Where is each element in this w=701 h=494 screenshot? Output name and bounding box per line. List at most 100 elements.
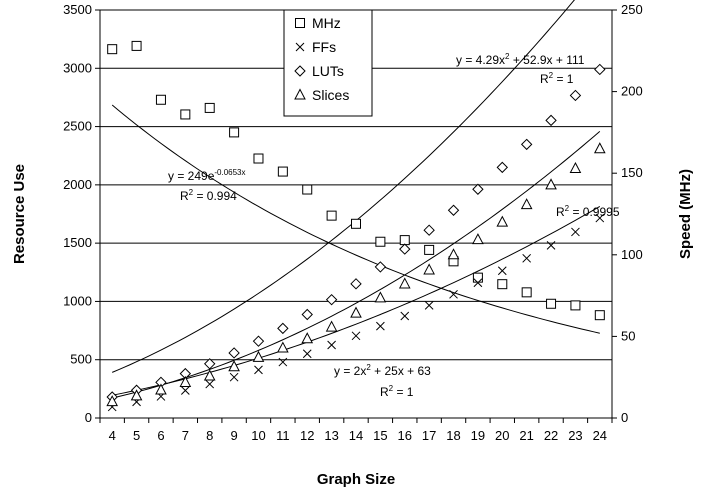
- trendline-ffs: [112, 205, 601, 396]
- x-tick-label: 24: [593, 428, 607, 443]
- point-mhz: [521, 287, 532, 298]
- x-tick-label: 19: [471, 428, 485, 443]
- point-luts: [277, 322, 289, 335]
- left-tick-label: 0: [85, 410, 92, 425]
- point-ffs: [595, 213, 605, 223]
- point-slices: [252, 350, 265, 362]
- right-tick-label: 200: [621, 84, 643, 99]
- legend-marker-mhz: [295, 18, 305, 28]
- point-mhz: [204, 102, 215, 113]
- point-mhz: [229, 127, 240, 138]
- point-slices: [325, 320, 338, 332]
- point-luts: [545, 114, 557, 127]
- point-ffs: [400, 311, 410, 321]
- x-tick-label: 16: [398, 428, 412, 443]
- legend-label-mhz: MHz: [312, 15, 341, 31]
- point-luts: [472, 183, 484, 195]
- point-luts: [569, 89, 582, 102]
- right-tick-label: 0: [621, 410, 628, 425]
- point-slices: [277, 341, 289, 353]
- point-ffs: [229, 372, 239, 382]
- x-tick-label: 12: [300, 428, 314, 443]
- point-mhz: [326, 210, 337, 221]
- point-luts: [520, 138, 533, 151]
- point-ffs: [278, 357, 288, 367]
- x-tick-label: 15: [373, 428, 387, 443]
- point-mhz: [570, 300, 581, 311]
- slices-r2: R2 = 0.9995: [556, 204, 620, 219]
- right-tick-label: 50: [621, 328, 635, 343]
- legend-label-ffs: FFs: [312, 39, 336, 55]
- point-luts: [228, 347, 240, 359]
- point-ffs: [327, 340, 336, 350]
- x-axis-title: Graph Size: [317, 471, 395, 488]
- x-tick-label: 9: [230, 428, 237, 443]
- point-slices: [472, 233, 484, 245]
- point-slices: [350, 306, 362, 318]
- x-tick-label: 17: [422, 428, 436, 443]
- x-axis-ticks: 4 5 6 7 8 9 10 11 12 13 14 15 16 17 18 19 20 21 22 23 24: [99, 418, 613, 443]
- point-ffs: [376, 321, 385, 331]
- point-ffs: [473, 278, 483, 288]
- x-tick-label: 11: [276, 428, 290, 443]
- legend: MHz FFs LUTs Slices: [283, 9, 373, 117]
- mhz-equation: y = 249e-0.0653x: [168, 168, 246, 183]
- mhz-r2: R2 = 0.994: [180, 188, 237, 203]
- point-luts: [423, 224, 435, 236]
- right-axis-ticks: 0 50 100 150 200 250: [612, 2, 643, 425]
- point-slices: [106, 395, 119, 407]
- y-axis-title: Resource Use: [11, 164, 28, 264]
- point-slices: [301, 332, 314, 344]
- trendline-mhz: [111, 104, 600, 334]
- x-tick-label: 8: [206, 428, 213, 443]
- right-tick-label: 150: [621, 165, 643, 180]
- point-slices: [569, 161, 582, 174]
- x-tick-label: 14: [349, 428, 363, 443]
- point-mhz: [424, 244, 435, 255]
- point-slices: [130, 389, 143, 401]
- left-tick-label: 3500: [63, 2, 92, 17]
- point-luts: [399, 243, 411, 255]
- point-ffs: [424, 301, 434, 310]
- point-slices: [423, 263, 435, 275]
- x-tick-label: 22: [544, 428, 558, 443]
- point-mhz: [180, 109, 191, 120]
- point-luts: [594, 63, 606, 76]
- point-mhz: [497, 279, 508, 290]
- left-tick-label: 3000: [63, 60, 92, 75]
- point-mhz: [302, 184, 313, 195]
- right-tick-label: 100: [621, 247, 643, 262]
- x-tick-label: 10: [251, 428, 265, 443]
- ffs-equation: y = 2x2 + 25x + 63: [334, 363, 431, 378]
- point-slices: [520, 198, 533, 210]
- y2-axis-title: Speed (MHz): [677, 169, 694, 259]
- point-slices: [228, 360, 240, 372]
- right-tick-label: 250: [621, 2, 643, 17]
- x-tick-label: 21: [519, 428, 533, 443]
- point-mhz: [277, 166, 288, 177]
- x-tick-label: 20: [495, 428, 509, 443]
- left-tick-label: 2000: [63, 177, 92, 192]
- point-slices: [203, 369, 216, 381]
- legend-marker-luts: [294, 65, 306, 77]
- legend-label-luts: LUTs: [312, 63, 344, 79]
- trendline-slices: [112, 130, 601, 399]
- point-slices: [374, 291, 387, 303]
- point-slices: [179, 375, 192, 387]
- point-mhz: [155, 94, 166, 105]
- point-mhz: [594, 310, 605, 321]
- point-ffs: [351, 331, 361, 341]
- point-slices: [447, 248, 460, 260]
- point-luts: [252, 335, 265, 347]
- point-luts: [350, 278, 362, 290]
- point-ffs: [497, 266, 507, 276]
- left-tick-label: 1000: [63, 293, 92, 308]
- point-slices: [545, 178, 557, 190]
- point-luts: [447, 204, 460, 216]
- ffs-r2: R2 = 1: [380, 384, 414, 399]
- point-luts: [496, 161, 508, 174]
- point-ffs: [571, 227, 580, 237]
- legend-marker-ffs: [295, 42, 305, 52]
- legend-label-slices: Slices: [312, 87, 349, 103]
